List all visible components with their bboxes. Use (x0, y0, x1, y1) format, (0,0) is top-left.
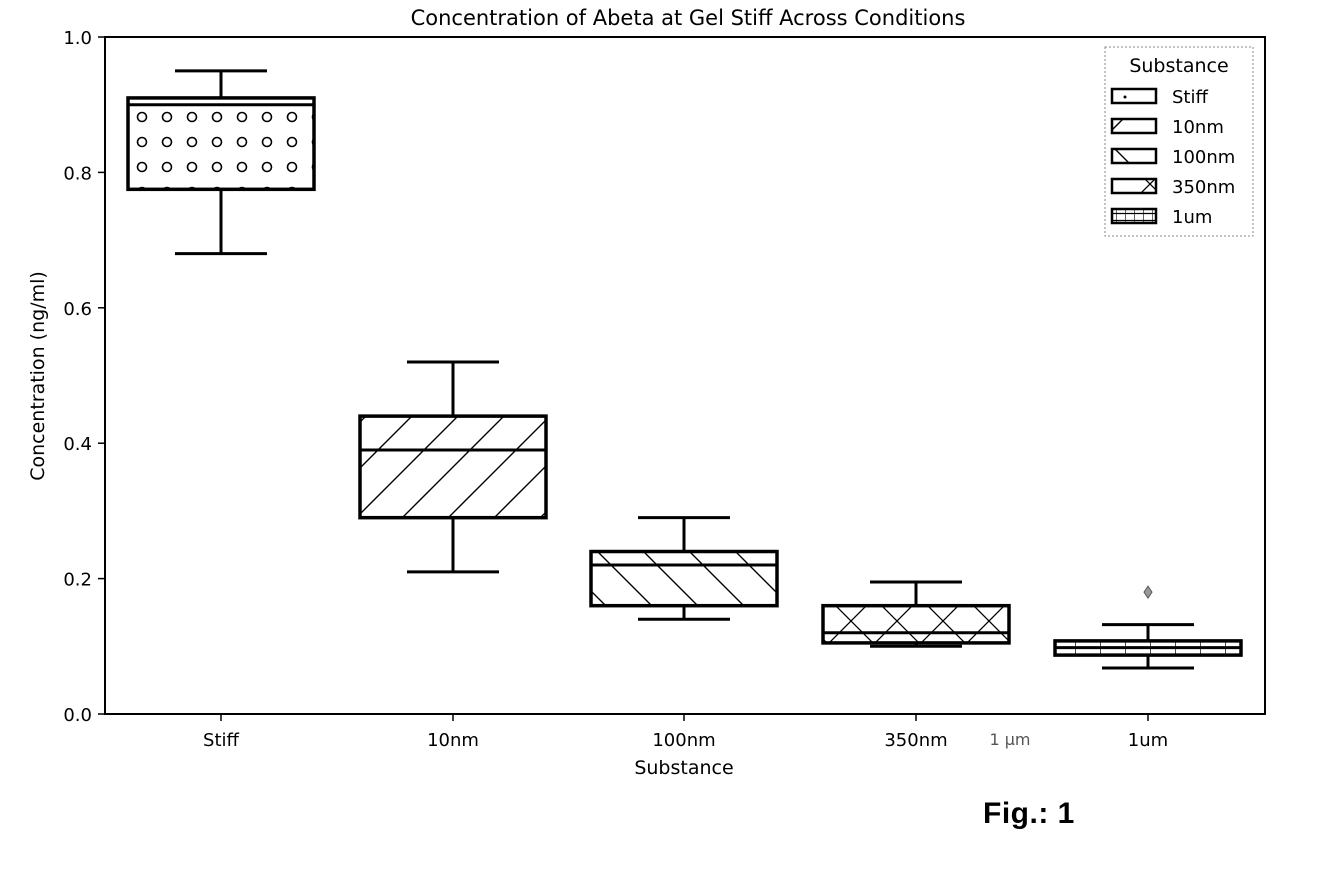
legend-entry: 100nm (1110, 147, 1235, 168)
plot-area-frame (104, 36, 1266, 715)
legend: Substance Stiff 10nm 100nm 350nm 1um (1104, 46, 1254, 237)
box-series (126, 69, 1243, 670)
x-tick-label: 10nm (427, 730, 479, 751)
x-axis: Stiff 10nm 100nm 350nm 1um (203, 714, 1168, 751)
box-10nm (358, 360, 548, 574)
legend-label: Stiff (1172, 87, 1208, 108)
box-1um (1053, 585, 1243, 670)
legend-label: 1um (1172, 207, 1212, 228)
legend-swatch (1113, 150, 1155, 162)
box-350nm (821, 580, 1011, 648)
outlier-point (1143, 585, 1153, 600)
iqr-box (589, 549, 779, 608)
x-tick-label: Stiff (203, 730, 239, 751)
legend-label: 100nm (1172, 147, 1235, 168)
y-axis: 0.0 0.2 0.4 0.6 0.8 1.0 (63, 28, 105, 726)
legend-title: Substance (1129, 55, 1228, 77)
x-tick-label: 100nm (652, 730, 715, 751)
x-axis-label: Substance (634, 757, 733, 779)
legend-entry: 1um (1110, 207, 1212, 228)
legend-label: 350nm (1172, 177, 1235, 198)
legend-swatch-border (1110, 87, 1158, 105)
legend-swatch-mark (1123, 95, 1127, 99)
box-100nm (589, 516, 779, 621)
x-tick-label: 1um (1128, 730, 1168, 751)
y-tick-label: 0.8 (63, 163, 92, 184)
stray-micron-label: 1 µm (989, 730, 1030, 749)
y-tick-label: 0.4 (63, 434, 92, 455)
legend-swatch (1113, 120, 1155, 132)
y-tick-label: 0.2 (63, 570, 92, 591)
legend-swatch (1113, 210, 1155, 222)
legend-swatch (1113, 180, 1155, 192)
legend-label: 10nm (1172, 117, 1224, 138)
y-axis-label: Concentration (ng/ml) (27, 271, 49, 481)
y-tick-label: 1.0 (63, 28, 92, 49)
figure-label: Fig.: 1 (983, 797, 1075, 830)
iqr-box (821, 603, 1011, 645)
iqr-box (126, 96, 316, 192)
legend-entry: Stiff (1110, 87, 1208, 108)
iqr-box (358, 414, 548, 520)
box-stiff (126, 69, 316, 256)
legend-frame (1104, 46, 1254, 237)
y-tick-label: 0.6 (63, 299, 92, 320)
legend-entry: 350nm (1110, 177, 1235, 198)
x-tick-label: 350nm (884, 730, 947, 751)
legend-entry: 10nm (1110, 117, 1224, 138)
chart-title: Concentration of Abeta at Gel Stiff Acro… (411, 6, 966, 30)
y-tick-label: 0.0 (63, 705, 92, 726)
legend-items: Stiff 10nm 100nm 350nm 1um (1110, 87, 1235, 228)
